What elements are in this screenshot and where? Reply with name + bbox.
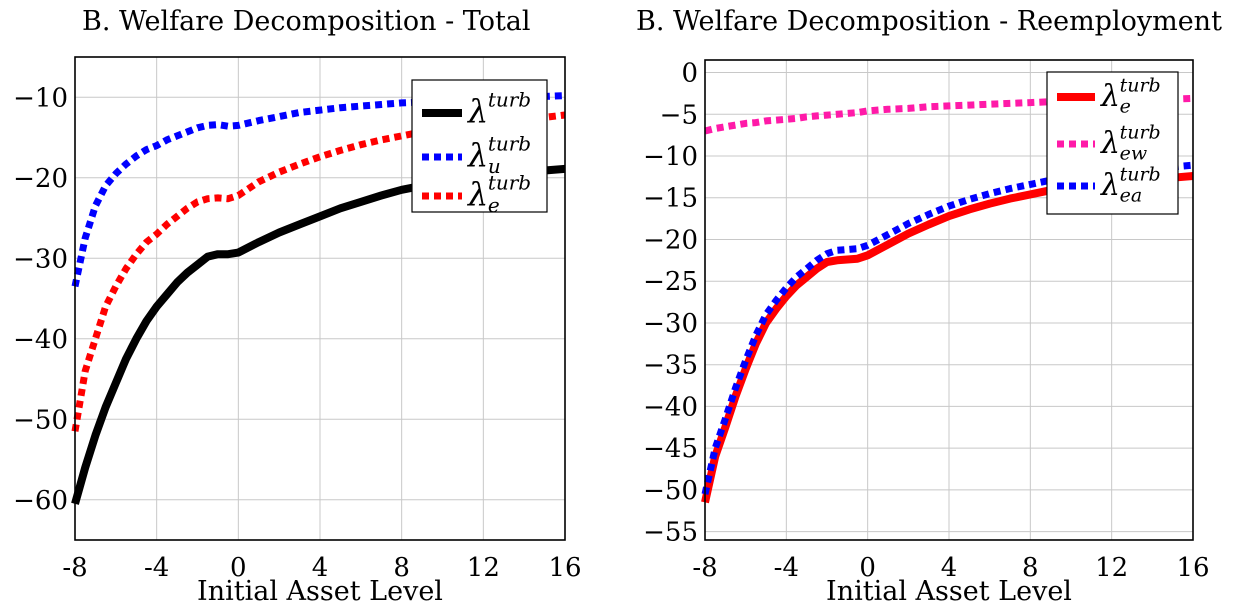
series-line-1 <box>71 92 566 288</box>
plot-frame <box>704 59 1194 541</box>
legend-label-sup-1: turb <box>1120 122 1161 144</box>
legend-label-sub-2: ea <box>1120 185 1143 207</box>
y-tick-label: −40 <box>13 325 68 355</box>
y-tick-label: −10 <box>643 142 698 172</box>
legend-label-sub-0: e <box>1120 96 1131 118</box>
series-line-2 <box>701 161 1194 495</box>
x-tick-label: -4 <box>774 553 799 583</box>
y-tick-label: −45 <box>643 434 698 464</box>
x-tick-label: -4 <box>144 553 169 583</box>
x-tick-label: 0 <box>230 553 247 583</box>
y-tick-label: −40 <box>643 392 698 422</box>
x-tick-label: 12 <box>467 553 500 583</box>
y-tick-label: −10 <box>13 83 68 113</box>
x-axis-label: Initial Asset Level <box>826 576 1072 604</box>
y-tick-label: −20 <box>13 164 68 194</box>
y-tick-label: −50 <box>13 405 68 435</box>
legend-label-sup-0: turb <box>1120 75 1161 97</box>
y-tick-label: −55 <box>643 518 698 548</box>
legend-label-sub-1: u <box>488 154 501 178</box>
chart-title-total: B. Welfare Decomposition - Total <box>82 6 531 37</box>
y-tick-label: −30 <box>13 244 68 274</box>
chart-title-reemployment: B. Welfare Decomposition - Reemployment <box>636 6 1222 37</box>
x-tick-label: 8 <box>1022 553 1039 583</box>
legend-label-2: λ <box>466 175 488 213</box>
x-tick-label: 0 <box>859 553 876 583</box>
y-tick-label: −35 <box>643 351 698 381</box>
legend-label-sup-2: turb <box>1120 164 1161 186</box>
legend-label-sub-2: e <box>488 193 500 217</box>
x-tick-label: 4 <box>941 553 958 583</box>
y-tick-label: −60 <box>13 486 68 516</box>
x-tick-label: 12 <box>1095 553 1128 583</box>
legend-label-sup-2: turb <box>488 171 531 195</box>
legend-box <box>411 79 548 213</box>
x-tick-label: 16 <box>1176 553 1209 583</box>
y-tick-label: −50 <box>643 476 698 506</box>
legend-label-1: λ <box>1100 126 1120 161</box>
y-tick-label: −20 <box>643 225 698 255</box>
y-tick-label: −30 <box>643 309 698 339</box>
x-tick-label: -8 <box>62 553 87 583</box>
x-tick-label: -8 <box>692 553 717 583</box>
chart-reemployment: -8 -4 0 4 8 12 16 0 −5 −10 −15 −20 −25 −30 −35 −40 −45 −5… <box>643 59 1209 604</box>
legend-label-1: λ <box>466 136 488 174</box>
x-tick-label: 8 <box>393 553 410 583</box>
x-axis-label: Initial Asset Level <box>197 576 443 604</box>
plot-frame <box>74 56 566 541</box>
x-tick-label: 4 <box>312 553 329 583</box>
y-tick-label: 0 <box>681 59 698 89</box>
legend-label-sub-1: ew <box>1120 143 1148 165</box>
y-tick-label: −5 <box>660 100 698 130</box>
x-tick-label: 16 <box>548 553 581 583</box>
legend-label-sup-1: turb <box>488 132 531 156</box>
legend-label-0: λ <box>1100 79 1120 114</box>
y-tick-label: −25 <box>643 267 698 297</box>
chart-total: -8 -4 0 4 8 12 16 −10 −20 −30 −40 −50 −60 Initial Ass… <box>13 56 582 604</box>
legend-label-2: λ <box>1100 168 1120 203</box>
legend-label-0: λ <box>466 92 488 130</box>
legend-label-sup-0: turb <box>488 88 531 112</box>
y-tick-label: −15 <box>643 184 698 214</box>
